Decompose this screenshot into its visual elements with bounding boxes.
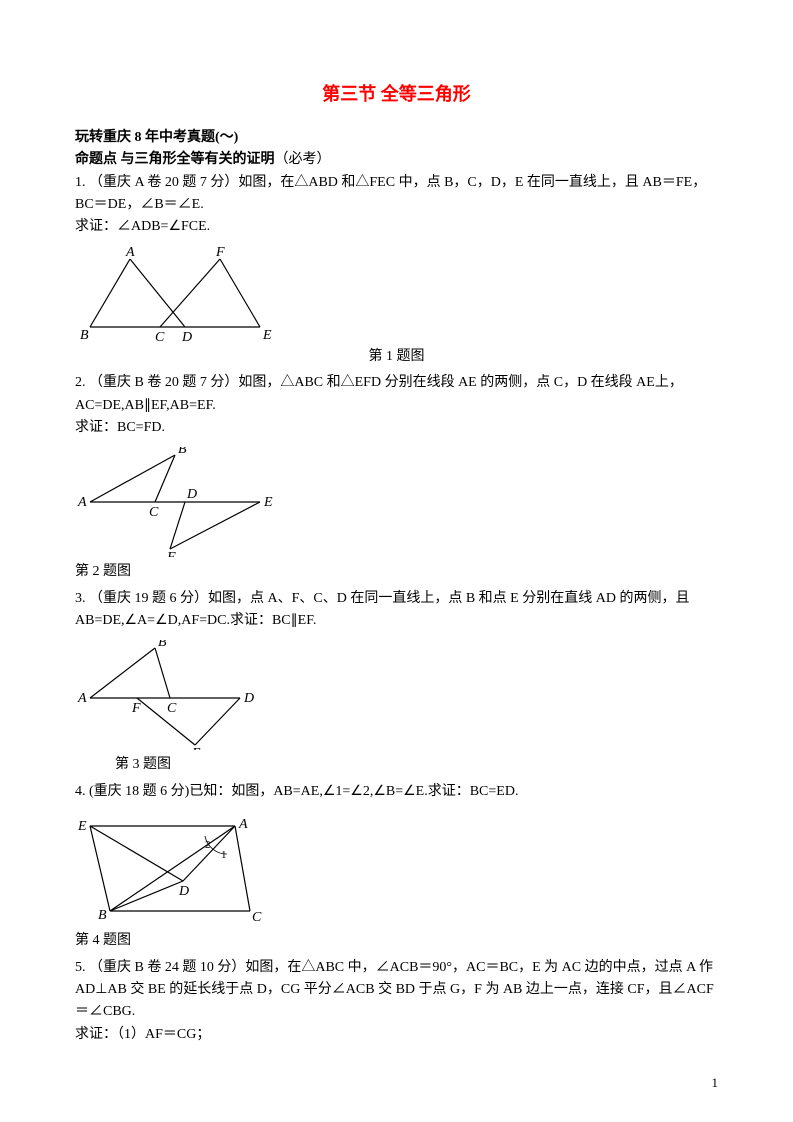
svg-text:D: D <box>243 691 254 706</box>
svg-text:A: A <box>125 247 135 260</box>
svg-text:D: D <box>178 884 189 899</box>
svg-text:E: E <box>191 746 201 750</box>
section-heading: 玩转重庆 8 年中考真题(～) <box>75 127 718 149</box>
q2-figure: A E B F C D <box>75 447 718 557</box>
svg-text:B: B <box>98 908 107 923</box>
q1-caption: 第 1 题图 <box>75 346 718 368</box>
svg-text:2: 2 <box>205 839 211 851</box>
sub-heading: 命题点 与三角形全等有关的证明（必考） <box>75 149 718 171</box>
q1-text-2: 求证：∠ADB=∠FCE. <box>75 216 718 238</box>
page-number: 1 <box>712 1073 719 1094</box>
svg-text:E: E <box>262 328 272 342</box>
svg-text:A: A <box>238 817 248 832</box>
svg-text:E: E <box>77 819 87 834</box>
q5-text-2: 求证：（1）AF＝CG； <box>75 1024 718 1046</box>
svg-text:C: C <box>149 505 159 520</box>
svg-text:B: B <box>80 328 89 342</box>
svg-text:A: A <box>77 495 87 510</box>
sub-head-prefix: 命题点 <box>75 152 117 167</box>
q1-figure: A F B C D E <box>75 247 718 342</box>
q3-figure: A D B E F C <box>75 640 718 750</box>
q3-text-1: 3. （重庆 19 题 6 分）如图，点 A、F、C、D 在同一直线上，点 B … <box>75 588 718 633</box>
q2-caption: 第 2 题图 <box>75 561 718 583</box>
svg-text:F: F <box>166 550 176 557</box>
q2-text-2: 求证：BC=FD. <box>75 417 718 439</box>
svg-text:F: F <box>131 701 141 716</box>
q4-figure: A E B C D 12 <box>75 811 718 926</box>
svg-text:F: F <box>215 247 225 260</box>
svg-text:A: A <box>77 691 87 706</box>
svg-text:C: C <box>252 910 262 925</box>
svg-text:D: D <box>186 487 197 502</box>
svg-text:B: B <box>178 447 187 457</box>
svg-text:C: C <box>155 330 165 342</box>
sub-head-rest: 与三角形全等有关的证明 <box>117 152 275 167</box>
sub-head-note: （必考） <box>275 152 331 167</box>
svg-text:E: E <box>263 495 273 510</box>
svg-text:C: C <box>167 701 177 716</box>
q4-caption: 第 4 题图 <box>75 930 718 952</box>
q3-caption: 第 3 题图 <box>75 754 718 776</box>
q1-text-1: 1. （重庆 A 卷 20 题 7 分）如图，在△ABD 和△FEC 中，点 B… <box>75 172 718 217</box>
svg-text:1: 1 <box>221 849 227 861</box>
q2-text-1: 2. （重庆 B 卷 20 题 7 分）如图，△ABC 和△EFD 分别在线段 … <box>75 372 718 417</box>
q5-text-1: 5. （重庆 B 卷 24 题 10 分）如图，在△ABC 中，∠ACB＝90°… <box>75 957 718 1024</box>
q4-text-1: 4. (重庆 18 题 6 分)已知：如图，AB=AE,∠1=∠2,∠B=∠E.… <box>75 781 718 803</box>
page-title: 第三节 全等三角形 <box>75 80 718 109</box>
svg-text:B: B <box>158 640 167 650</box>
svg-text:D: D <box>181 330 192 342</box>
